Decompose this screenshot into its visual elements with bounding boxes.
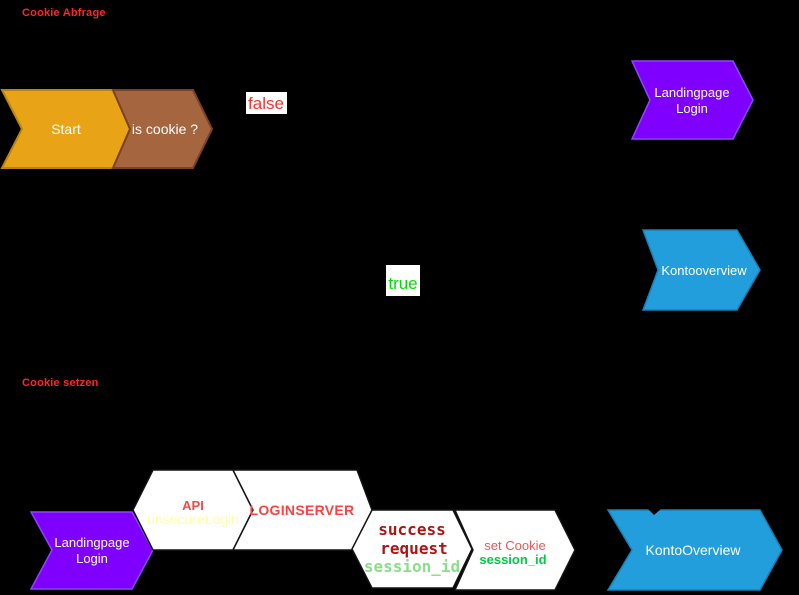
- is-cookie-label: is cookie ?: [132, 121, 198, 137]
- top-edge-notch-artifact: [648, 509, 661, 515]
- section-title-cookie-setzen: Cookie setzen: [22, 377, 99, 389]
- success-label: success: [378, 520, 445, 539]
- node-success-request[interactable]: success request session_id: [351, 509, 473, 589]
- session-id-label: session_id: [479, 552, 546, 567]
- node-loginserver[interactable]: LOGINSERVER: [231, 469, 373, 551]
- unsecure-login-label: unsecureLogin: [147, 511, 239, 527]
- start-label: Start: [51, 121, 81, 137]
- loginserver-label: LOGINSERVER: [250, 502, 355, 518]
- true-label-text: true: [388, 274, 417, 293]
- kontooverview-top-label: Kontooverview: [661, 263, 747, 278]
- section-title-cookie-abfrage: Cookie Abfrage: [22, 7, 106, 19]
- node-set-cookie[interactable]: set Cookie session_id: [453, 509, 576, 591]
- node-is-cookie[interactable]: is cookie ?: [111, 89, 214, 169]
- landingpage-login-top-label-line2: Login: [676, 101, 708, 116]
- success-request-shape[interactable]: [351, 509, 473, 589]
- request-label: request: [380, 539, 447, 558]
- false-label-text: false: [248, 94, 284, 113]
- branch-label-false: false: [246, 92, 287, 114]
- session-id-mono-label: session_id: [364, 557, 460, 576]
- is-cookie-arrow-shape[interactable]: [111, 89, 214, 169]
- set-cookie-label: set Cookie: [484, 538, 545, 553]
- true-label-background: [386, 265, 420, 296]
- false-label-background: [246, 92, 287, 114]
- landingpage-login-bottom-label-line1: Landingpage: [54, 535, 129, 550]
- api-label: API: [182, 498, 204, 513]
- node-landingpage-login-top[interactable]: Landingpage Login: [630, 60, 754, 140]
- set-cookie-shape[interactable]: [453, 509, 576, 591]
- branch-label-true: true: [386, 265, 420, 296]
- landingpage-login-bottom-arrow-shape[interactable]: [29, 511, 154, 590]
- landingpage-login-top-label-line1: Landingpage: [654, 85, 729, 100]
- node-start[interactable]: Start: [0, 89, 132, 169]
- landingpage-login-bottom-label-line2: Login: [76, 551, 108, 566]
- node-api-unsecure-login[interactable]: API unsecureLogin: [132, 469, 254, 551]
- node-kontooverview-bottom[interactable]: KontoOverview: [606, 509, 783, 591]
- node-kontooverview-top[interactable]: Kontooverview: [641, 229, 761, 311]
- kontooverview-bottom-label: KontoOverview: [646, 542, 742, 558]
- kontooverview-top-arrow-shape[interactable]: [641, 229, 761, 311]
- kontooverview-bottom-arrow-shape[interactable]: [606, 509, 783, 591]
- node-landingpage-login-bottom[interactable]: Landingpage Login: [29, 511, 154, 590]
- landingpage-login-top-arrow-shape[interactable]: [630, 60, 754, 140]
